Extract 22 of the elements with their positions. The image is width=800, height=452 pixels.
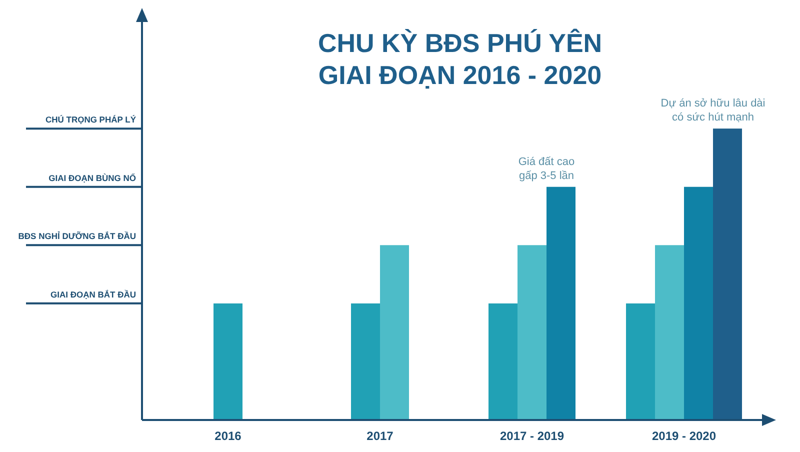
- bar: [214, 303, 242, 420]
- ref-line-label: GIAI ĐOẠN BÙNG NỔ: [48, 172, 136, 183]
- annotation: Giá đất cao gấp 3-5 lần: [518, 156, 575, 182]
- ref-line-label: BĐS NGHỈ DƯỠNG BẮT ĐẦU: [18, 231, 136, 242]
- bar: [488, 303, 518, 420]
- bar: [626, 303, 655, 420]
- x-tick-label: 2016: [214, 429, 242, 443]
- chart-title: CHU KỲ BĐS PHÚ YÊN: [318, 28, 602, 58]
- bar: [655, 245, 684, 420]
- bar: [380, 245, 409, 420]
- x-tick-label: 2019 - 2020: [652, 429, 716, 443]
- bar: [713, 128, 742, 420]
- text: Dự án sở hữu lâu dài có sức hút mạnh: [660, 98, 766, 124]
- x-tick-label: 2017: [366, 429, 394, 443]
- bar: [546, 186, 576, 420]
- bar: [351, 303, 380, 420]
- ref-line-label: GIAI ĐOẠN BẮT ĐẦU: [50, 289, 136, 300]
- bar: [518, 245, 546, 420]
- bar: [684, 186, 713, 420]
- ref-line-label: CHÚ TRỌNG PHÁP LÝ: [45, 114, 136, 125]
- chart-subtitle: GIAI ĐOẠN 2016 - 2020: [318, 60, 602, 90]
- x-tick-label: 2017 - 2019: [500, 429, 564, 443]
